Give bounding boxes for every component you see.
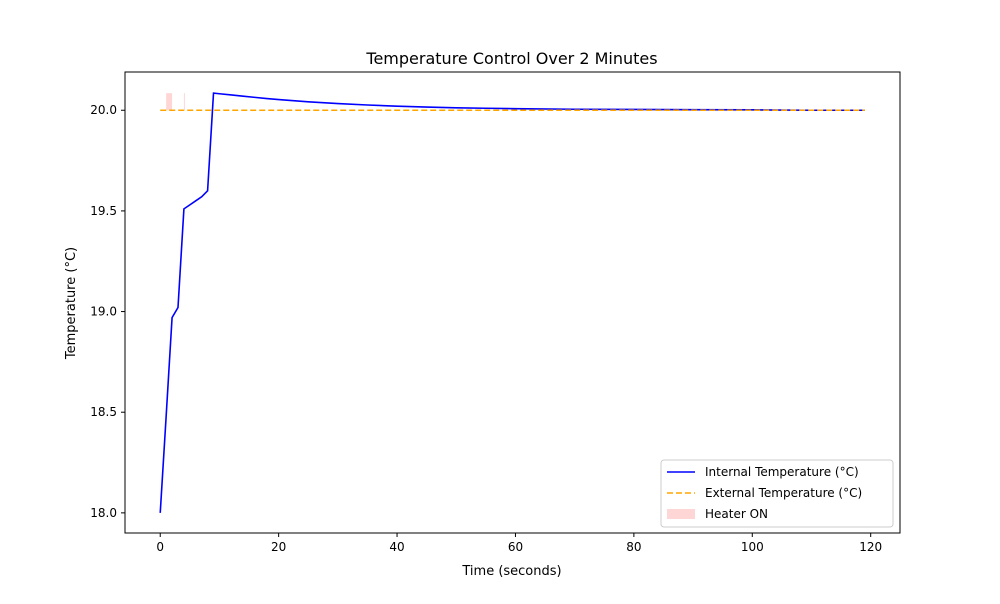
heater-on-region-0	[166, 93, 173, 111]
legend-label-1: External Temperature (°C)	[705, 486, 862, 500]
legend: Internal Temperature (°C) External Temper…	[660, 459, 894, 528]
y-tick-label: 18.5	[90, 405, 117, 419]
x-axis-label: Time (seconds)	[461, 564, 561, 579]
axes-frame	[124, 71, 901, 534]
legend-box	[660, 459, 894, 528]
y-tick-label: 20.0	[90, 103, 117, 117]
y-tick-label: 19.0	[90, 305, 117, 319]
x-tick-label: 0	[156, 540, 164, 554]
x-tick-label: 120	[859, 540, 882, 554]
plot-area: 0 20 40 60 80 100 120 18.0 18.5 19.0 19.5 20.0	[90, 71, 901, 554]
legend-label-0: Internal Temperature (°C)	[705, 465, 859, 479]
x-tick-label: 80	[626, 540, 641, 554]
y-axis-label: Temperature (°C)	[64, 247, 79, 360]
series-line-0	[159, 92, 865, 513]
x-tick-label: 60	[508, 540, 523, 554]
legend-swatch-2	[667, 509, 695, 519]
heater-on-region-1	[183, 93, 185, 111]
x-tick-label: 40	[389, 540, 404, 554]
legend-label-2: Heater ON	[705, 507, 768, 521]
x-tick-label: 20	[271, 540, 286, 554]
x-tick-label: 100	[741, 540, 764, 554]
chart-title: Temperature Control Over 2 Minutes	[365, 49, 657, 68]
y-tick-label: 19.5	[90, 204, 117, 218]
y-tick-label: 18.0	[90, 506, 117, 520]
